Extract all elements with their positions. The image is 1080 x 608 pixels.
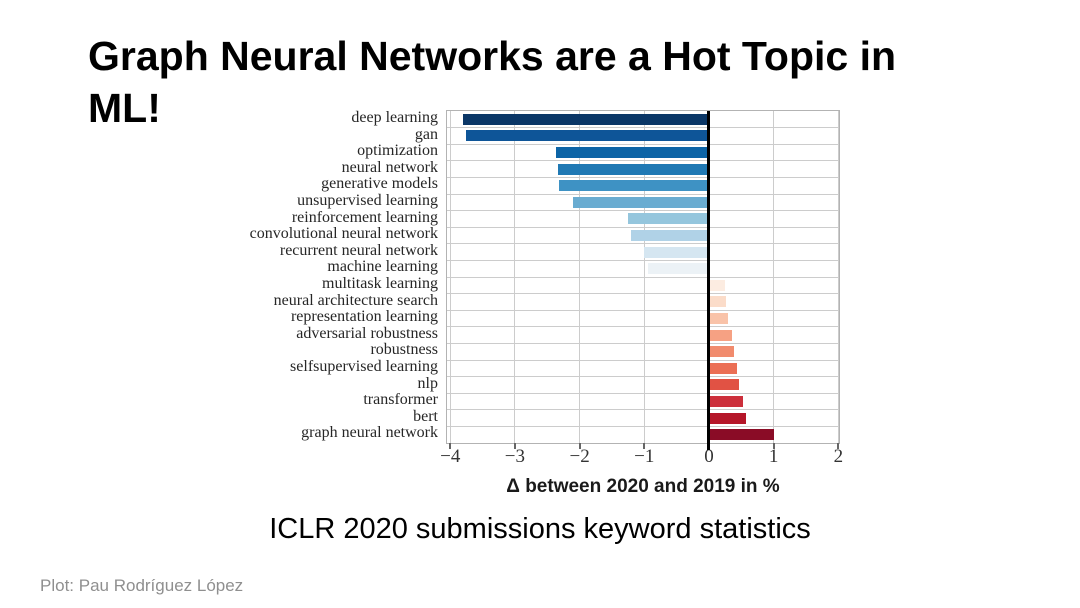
- slide-title-line-1: Graph Neural Networks are a Hot Topic in: [88, 33, 897, 80]
- x-tick-label: −1: [634, 446, 655, 467]
- gridline-horizontal: [447, 293, 839, 295]
- bar-graph-neural-network: [708, 429, 774, 441]
- bar-adversarial-robustness: [708, 329, 732, 341]
- bar-bert: [708, 412, 746, 424]
- x-tick-label: 1: [768, 446, 779, 467]
- category-label: optimization: [357, 142, 438, 160]
- gridline-horizontal: [447, 226, 839, 228]
- bar-selfsupervised-learning: [708, 362, 737, 374]
- gridline-horizontal: [447, 243, 839, 245]
- bar-optimization: [556, 147, 709, 158]
- category-label: reinforcement learning: [291, 208, 438, 226]
- bar-robustness: [708, 346, 734, 358]
- x-tick-label: −3: [504, 446, 526, 467]
- y-axis-labels: deep learning gan optimization neural netwo…: [130, 109, 438, 442]
- slide-title: Graph Neural Networks are a Hot Topic in…: [88, 31, 1018, 134]
- gridline-horizontal: [447, 176, 839, 178]
- gridline-horizontal: [447, 359, 839, 361]
- category-label: nlp: [417, 374, 438, 392]
- category-label: neural architecture search: [273, 291, 438, 309]
- category-label: adversarial robustness: [296, 324, 438, 342]
- category-label: machine learning: [327, 258, 438, 276]
- axis-tick-mark: [772, 443, 775, 449]
- gridline-horizontal: [447, 376, 839, 378]
- bar-recurrent-neural-network: [644, 246, 709, 258]
- gridline-horizontal: [447, 425, 839, 427]
- gridline-horizontal: [447, 409, 839, 411]
- bar-neural-network: [557, 163, 709, 175]
- category-label: robustness: [370, 341, 438, 359]
- gridline-horizontal: [447, 193, 839, 195]
- category-label: unsupervised learning: [297, 192, 438, 209]
- bar-generative-models: [558, 180, 709, 192]
- category-label: graph neural network: [301, 424, 438, 442]
- category-label: recurrent neural network: [279, 241, 438, 259]
- gridline-horizontal: [447, 210, 839, 212]
- bar-neural-architecture-search: [708, 296, 727, 308]
- plot-credit: Plot: Pau Rodríguez López: [40, 576, 244, 595]
- gridline-horizontal: [447, 259, 839, 261]
- bar-chart-plot-area: [446, 110, 840, 450]
- category-label: gan: [414, 125, 438, 143]
- axis-tick-mark: [643, 443, 646, 449]
- bar-representation-learning: [708, 313, 729, 324]
- category-label: generative models: [321, 175, 438, 193]
- zero-axis-line: [707, 111, 711, 450]
- category-label: deep learning: [351, 109, 438, 126]
- x-tick-label: 0: [704, 446, 714, 467]
- gridline-horizontal: [447, 127, 839, 129]
- bar-convolutional-neural-network: [631, 230, 709, 241]
- gridline-horizontal: [447, 276, 839, 278]
- gridline-horizontal: [447, 326, 839, 328]
- bar-nlp: [708, 379, 740, 391]
- bar-multitask-learning: [708, 279, 726, 291]
- bar-unsupervised-learning: [573, 196, 709, 208]
- category-label: transformer: [363, 391, 438, 409]
- x-tick-label: 2: [833, 446, 844, 467]
- slide-title-line-2: ML!: [88, 85, 161, 132]
- category-label: convolutional neural network: [249, 225, 438, 243]
- category-label: selfsupervised learning: [290, 358, 438, 375]
- x-tick-label: −4: [440, 446, 461, 467]
- category-label: representation learning: [290, 308, 438, 326]
- x-axis-label: Δ between 2020 and 2019 in %: [506, 476, 780, 497]
- axis-tick-mark: [578, 443, 581, 449]
- gridline-horizontal: [447, 143, 839, 145]
- category-label: multitask learning: [322, 275, 438, 292]
- bar-transformer: [708, 396, 744, 407]
- axis-tick-mark: [513, 443, 516, 449]
- bar-gan: [466, 130, 709, 142]
- axis-tick-mark: [837, 443, 840, 449]
- bar-machine-learning: [647, 263, 709, 275]
- gridline-horizontal: [447, 392, 839, 394]
- axis-tick-mark: [449, 443, 452, 449]
- gridline-horizontal: [447, 342, 839, 344]
- x-axis-tick-labels: −4 −3 −2 −1 0 1 2: [440, 446, 843, 470]
- gridline-horizontal: [447, 160, 839, 162]
- bar-deep-learning: [463, 113, 709, 125]
- x-tick-label: −2: [569, 446, 590, 467]
- bar-reinforcement-learning: [628, 213, 709, 225]
- gridline-horizontal: [447, 309, 839, 311]
- chart-caption: ICLR 2020 submissions keyword statistics: [269, 513, 811, 545]
- category-label: bert: [413, 407, 438, 425]
- category-label: neural network: [341, 158, 438, 176]
